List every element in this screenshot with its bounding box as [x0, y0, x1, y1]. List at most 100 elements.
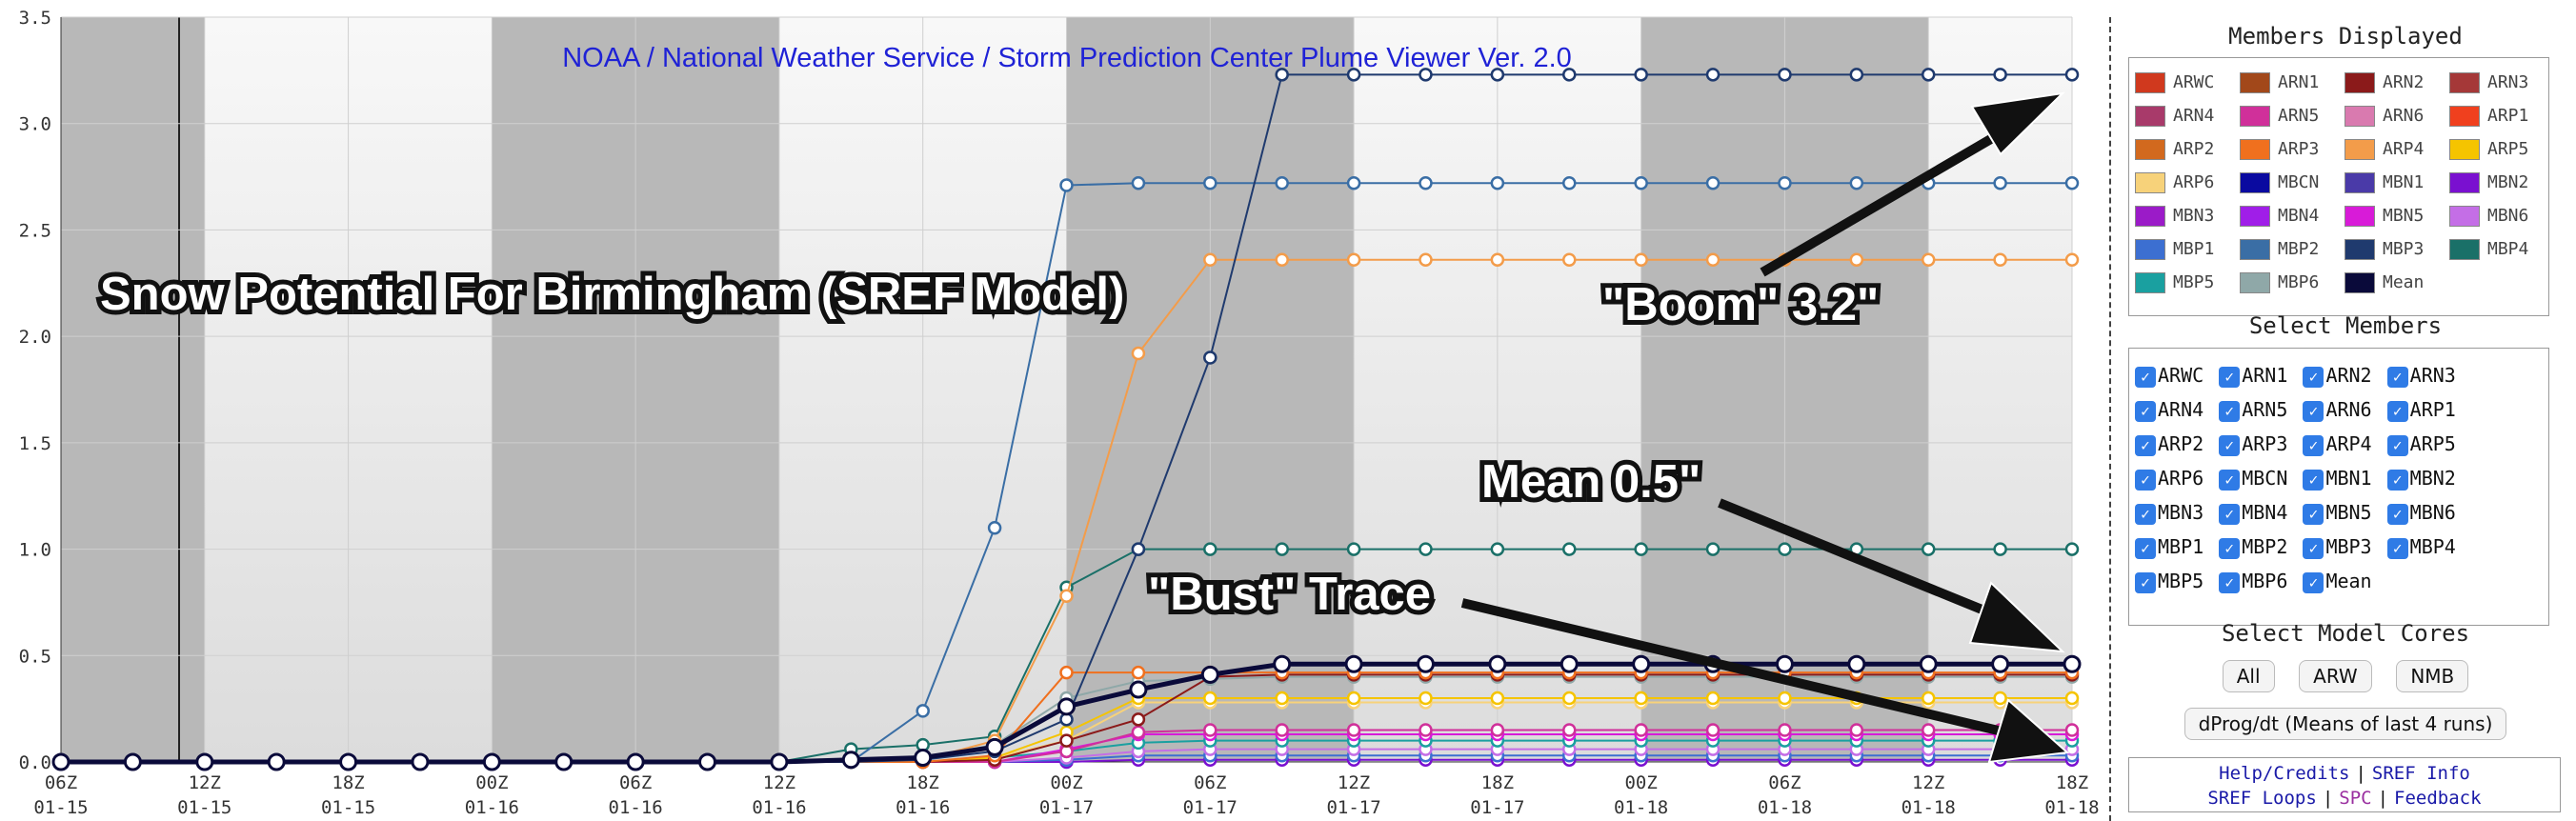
data-point[interactable] — [1993, 176, 2007, 190]
select-member-arp1[interactable]: ✓ ARP1 — [2386, 398, 2456, 422]
data-point[interactable] — [1921, 252, 1936, 267]
data-point[interactable] — [1562, 691, 1577, 706]
select-member-arp2[interactable]: ✓ ARP2 — [2135, 432, 2204, 456]
data-point[interactable] — [1129, 680, 1148, 699]
data-point[interactable] — [1921, 68, 1936, 82]
data-point[interactable] — [1346, 723, 1361, 737]
data-point[interactable] — [1416, 654, 1435, 673]
dprog-button[interactable]: dProg/dt (Means of last 4 runs) — [2184, 708, 2507, 740]
feedback-link[interactable]: Feedback — [2394, 788, 2482, 809]
checkbox-icon[interactable]: ✓ — [2219, 503, 2241, 525]
data-point[interactable] — [1419, 252, 1433, 267]
data-point[interactable] — [1991, 654, 2010, 673]
data-point[interactable] — [1344, 654, 1363, 673]
all-button[interactable]: All — [2222, 660, 2275, 692]
data-point[interactable] — [1705, 176, 1721, 190]
select-member-arp3[interactable]: ✓ ARP3 — [2219, 432, 2287, 456]
data-point[interactable] — [2064, 691, 2080, 706]
select-member-mbcn[interactable]: ✓ MBCN — [2219, 467, 2287, 491]
data-point[interactable] — [339, 752, 358, 771]
checkbox-icon[interactable]: ✓ — [2135, 571, 2156, 593]
data-point[interactable] — [1849, 252, 1864, 267]
checkbox-icon[interactable]: ✓ — [2135, 366, 2156, 388]
select-member-arn1[interactable]: ✓ ARN1 — [2219, 364, 2287, 388]
data-point[interactable] — [1849, 723, 1864, 737]
data-point[interactable] — [1131, 542, 1146, 556]
help-credits-link[interactable]: Help/Credits — [2219, 763, 2350, 784]
select-member-arp6[interactable]: ✓ ARP6 — [2135, 467, 2204, 491]
data-point[interactable] — [1778, 691, 1792, 706]
data-point[interactable] — [2064, 723, 2080, 737]
checkbox-icon[interactable]: ✓ — [2219, 366, 2241, 388]
data-point[interactable] — [1419, 176, 1433, 190]
data-point[interactable] — [1275, 691, 1289, 706]
checkbox-icon[interactable]: ✓ — [2303, 469, 2324, 491]
data-point[interactable] — [2064, 542, 2080, 556]
data-point[interactable] — [1273, 654, 1292, 673]
data-point[interactable] — [123, 752, 142, 771]
data-point[interactable] — [1275, 68, 1289, 82]
checkbox-icon[interactable]: ✓ — [2386, 366, 2408, 388]
select-member-mbn4[interactable]: ✓ MBN4 — [2219, 501, 2287, 525]
data-point[interactable] — [1490, 252, 1505, 267]
data-point[interactable] — [1778, 542, 1792, 556]
data-point[interactable] — [2064, 176, 2080, 190]
data-point[interactable] — [1488, 654, 1507, 673]
checkbox-icon[interactable]: ✓ — [2135, 434, 2156, 456]
data-point[interactable] — [1634, 691, 1648, 706]
data-point[interactable] — [1778, 176, 1792, 190]
data-point[interactable] — [1921, 691, 1936, 706]
data-point[interactable] — [1490, 68, 1505, 82]
data-point[interactable] — [1346, 252, 1361, 267]
data-point[interactable] — [2063, 654, 2082, 673]
data-point[interactable] — [1634, 723, 1648, 737]
data-point[interactable] — [1562, 723, 1577, 737]
select-member-arn4[interactable]: ✓ ARN4 — [2135, 398, 2204, 422]
data-point[interactable] — [1419, 691, 1433, 706]
data-point[interactable] — [1560, 654, 1579, 673]
data-point[interactable] — [1849, 68, 1864, 82]
sref-info-link[interactable]: SREF Info — [2371, 763, 2470, 784]
checkbox-icon[interactable]: ✓ — [2219, 469, 2241, 491]
data-point[interactable] — [1057, 697, 1076, 716]
checkbox-icon[interactable]: ✓ — [2386, 537, 2408, 559]
data-point[interactable] — [1275, 542, 1289, 556]
select-member-mean[interactable]: ✓ Mean — [2303, 570, 2372, 593]
select-member-arn2[interactable]: ✓ ARN2 — [2303, 364, 2372, 388]
select-member-mbn5[interactable]: ✓ MBN5 — [2303, 501, 2372, 525]
data-point[interactable] — [698, 752, 717, 771]
data-point[interactable] — [1490, 723, 1505, 737]
data-point[interactable] — [1275, 176, 1289, 190]
data-point[interactable] — [1562, 176, 1577, 190]
data-point[interactable] — [1131, 725, 1146, 739]
checkbox-icon[interactable]: ✓ — [2135, 537, 2156, 559]
select-member-mbn2[interactable]: ✓ MBN2 — [2386, 467, 2456, 491]
data-point[interactable] — [1059, 589, 1074, 603]
data-point[interactable] — [1419, 68, 1433, 82]
data-point[interactable] — [1634, 252, 1648, 267]
checkbox-icon[interactable]: ✓ — [2135, 400, 2156, 422]
checkbox-icon[interactable]: ✓ — [2303, 537, 2324, 559]
checkbox-icon[interactable]: ✓ — [2303, 434, 2324, 456]
checkbox-icon[interactable]: ✓ — [2303, 366, 2324, 388]
data-point[interactable] — [554, 752, 574, 771]
data-point[interactable] — [626, 752, 645, 771]
data-point[interactable] — [1203, 723, 1218, 737]
data-point[interactable] — [1775, 654, 1794, 673]
data-point[interactable] — [51, 752, 70, 771]
data-point[interactable] — [1346, 176, 1361, 190]
data-point[interactable] — [770, 752, 789, 771]
checkbox-icon[interactable]: ✓ — [2303, 503, 2324, 525]
data-point[interactable] — [1634, 542, 1648, 556]
data-point[interactable] — [1059, 665, 1074, 680]
data-point[interactable] — [985, 737, 1004, 756]
data-point[interactable] — [1562, 252, 1577, 267]
data-point[interactable] — [1200, 665, 1219, 684]
data-point[interactable] — [1632, 654, 1651, 673]
data-point[interactable] — [1131, 665, 1146, 680]
data-point[interactable] — [1705, 542, 1721, 556]
data-point[interactable] — [1131, 712, 1146, 727]
data-point[interactable] — [1919, 654, 1938, 673]
data-point[interactable] — [1203, 252, 1218, 267]
data-point[interactable] — [1634, 68, 1648, 82]
